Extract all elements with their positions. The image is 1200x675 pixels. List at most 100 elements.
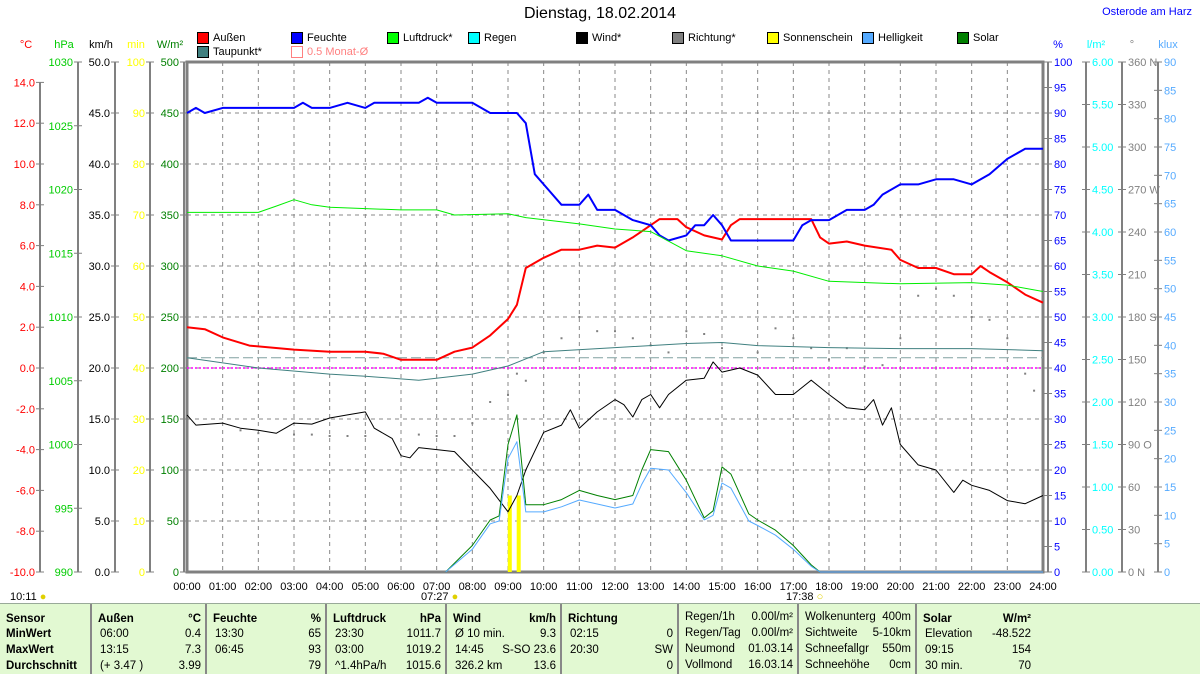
direction-point (542, 351, 545, 354)
legend-swatch (197, 46, 209, 58)
header-feuchte: Feuchte (213, 613, 258, 625)
axis-tick-label-dir: 60 (1128, 482, 1140, 494)
legend-item: Feuchte (291, 32, 347, 44)
axis-tick-label-press: 1010 (49, 312, 73, 324)
regen-label: Regen/Tag (685, 627, 741, 639)
direction-point (1024, 372, 1027, 375)
col-richtung: Richtung 02:15 0 20:30 SW 0 (560, 604, 679, 674)
direction-point (863, 365, 866, 368)
wind-time: Ø 10 min. (455, 628, 505, 640)
header-richtung: Richtung (568, 613, 618, 625)
axis-tick-label-rain: 1.50 (1092, 440, 1113, 452)
series-wind (186, 361, 1044, 513)
axis-tick-label-dir: 90 O (1128, 440, 1152, 452)
axis-tick-label-solar: 50 (167, 516, 179, 528)
x-tick-label: 10:00 (530, 581, 558, 593)
luftdruck-value: 1011.7 (406, 628, 441, 640)
axis-tick-label-temp: 10.0 (14, 159, 35, 171)
axis-tick-label-press: 1005 (49, 376, 73, 388)
series-luftdruck (187, 199, 1044, 292)
x-tick-label: 03:00 (280, 581, 308, 593)
axis-tick-label-wind: 25.0 (89, 312, 110, 324)
direction-point (792, 337, 795, 340)
aussen-time: 06:00 (100, 628, 129, 640)
x-tick-label: 22:00 (958, 581, 986, 593)
axis-tick-label-lux: 35 (1164, 369, 1176, 381)
axis-tick-label-solar: 300 (161, 261, 179, 273)
axis-tick-label-wind: 35.0 (89, 210, 110, 222)
x-tick-label: 06:00 (387, 581, 415, 593)
direction-point (364, 435, 367, 437)
legend-item: Luftdruck* (387, 32, 453, 44)
x-tick-label: 19:00 (851, 581, 879, 593)
axis-tick-label-lux: 70 (1164, 170, 1176, 182)
axis-unit-temp: °C (20, 39, 32, 51)
axis-tick-label-lux: 15 (1164, 482, 1176, 494)
unit-wind: km/h (529, 613, 556, 625)
direction-point (346, 435, 349, 437)
legend-swatch (387, 32, 399, 44)
axis-unit-solar: W/m² (157, 39, 184, 51)
axis-tick-label-temp: -10.0 (10, 567, 35, 579)
axis-tick-label-solar: 500 (161, 57, 179, 69)
direction-point (952, 294, 955, 297)
axis-tick-label-temp: 2.0 (20, 322, 35, 334)
axis-tick-label-hum: 40 (1054, 363, 1066, 375)
legend-item: Taupunkt* (197, 46, 262, 58)
col-wolken: Wolkenunterg 400m Sichtweite 5-10km Schneefa… (797, 604, 917, 674)
axis-tick-label-press: 1025 (49, 121, 73, 133)
series-taupunkt (186, 342, 1044, 381)
axis-tick-label-dir: 30 (1128, 525, 1140, 537)
axis-tick-label-rain: 1.00 (1092, 482, 1113, 494)
aussen-time: 13:15 (100, 644, 129, 656)
luftdruck-time: ^1.4hPa/h (335, 660, 387, 672)
axis-tick-label-temp: 4.0 (20, 281, 35, 293)
axis-tick-label-hum: 60 (1054, 261, 1066, 273)
wolken-value: 550m (882, 643, 911, 655)
legend-item: Richtung* (672, 32, 736, 44)
wolken-value: 5-10km (872, 627, 911, 639)
unit-feuchte: % (310, 613, 321, 625)
sunshine-bar (516, 495, 521, 572)
sunshine-bar (507, 495, 512, 572)
wind-time: 14:45 (455, 644, 484, 656)
x-tick-label: 13:00 (637, 581, 665, 593)
x-tick-label: 02:00 (245, 581, 273, 593)
regen-value: 0.00l/m² (751, 611, 793, 623)
legend-label: Sonnenschein (783, 32, 853, 44)
axis-tick-label-lux: 20 (1164, 454, 1176, 466)
legend-item: Solar (957, 32, 999, 44)
axis-unit-rain: l/m² (1087, 39, 1106, 51)
axis-tick-label-lux: 50 (1164, 284, 1176, 296)
feuchte-value: 93 (308, 644, 321, 656)
legend-swatch (576, 32, 588, 44)
axis-unit-hum: % (1053, 39, 1063, 51)
legend-swatch (672, 32, 684, 44)
axis-tick-label-lux: 45 (1164, 312, 1176, 324)
axis-tick-label-solar: 400 (161, 159, 179, 171)
series-außen (186, 218, 1044, 361)
direction-point (328, 435, 331, 437)
axis-tick-label-press: 1020 (49, 185, 73, 197)
direction-point (774, 327, 777, 330)
richtung-time: 02:15 (570, 628, 599, 640)
direction-point (507, 393, 509, 396)
axis-tick-label-temp: 0.0 (20, 363, 35, 375)
x-tick-label: 20:00 (887, 581, 915, 593)
legend-label: Helligkeit (878, 32, 923, 44)
axis-tick-label-hum: 55 (1054, 287, 1066, 299)
direction-point (881, 364, 884, 367)
x-tick-label: 11:00 (566, 581, 593, 593)
location-link[interactable]: Osterode am Harz (1102, 6, 1192, 18)
wolken-value: 400m (882, 611, 911, 623)
regen-label: Vollmond (685, 659, 733, 671)
regen-value: 01.03.14 (748, 643, 793, 655)
unit-solar: W/m² (1002, 613, 1031, 625)
axis-tick-label-solar: 100 (161, 465, 179, 477)
wolken-label: Sichtweite (805, 627, 858, 639)
axis-tick-label-sun: 100 (127, 57, 145, 69)
axis-tick-label-rain: 5.50 (1092, 100, 1113, 112)
header-solar: Solar (923, 613, 952, 625)
direction-point (685, 330, 688, 333)
axis-tick-label-press: 990 (55, 567, 73, 579)
